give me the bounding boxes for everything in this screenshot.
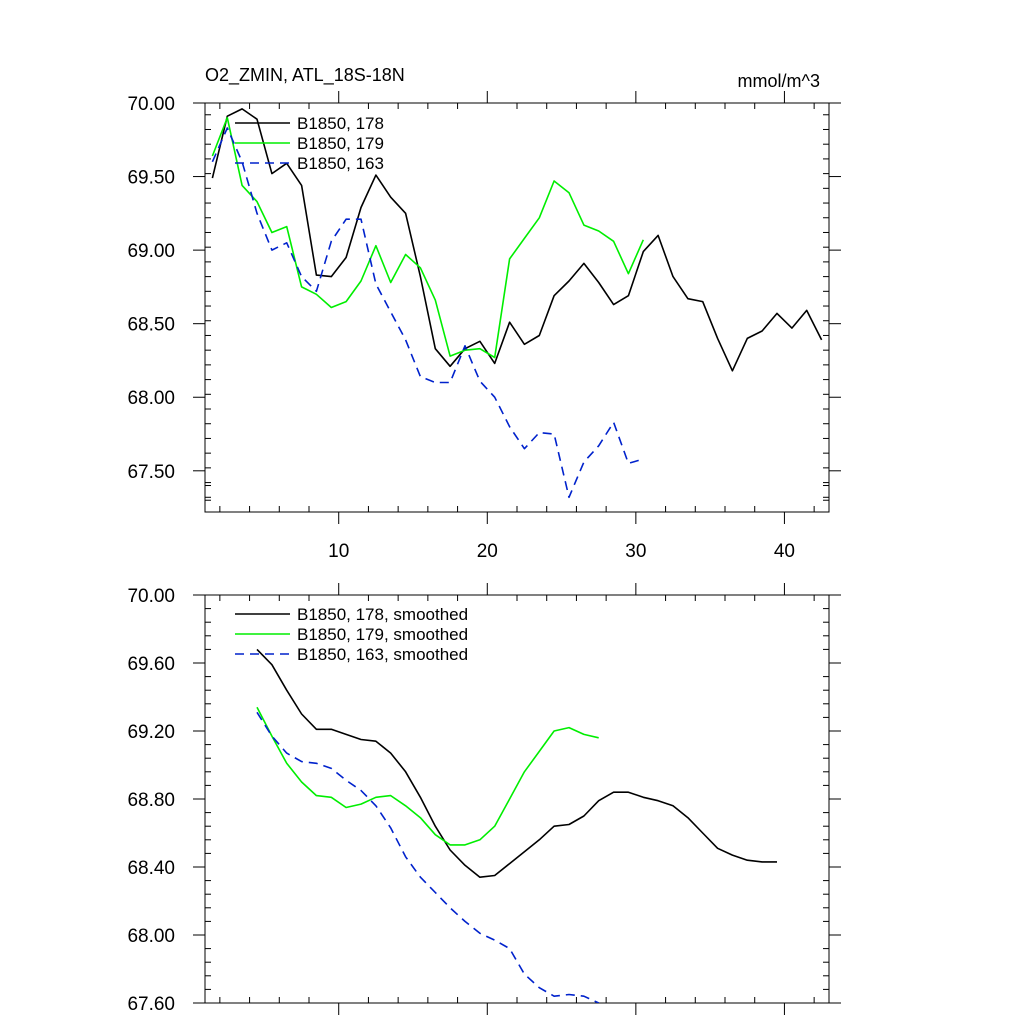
y-tick-label: 69.60: [127, 654, 175, 675]
top-panel: 10 20 30 40 67.50 68.00 68.50 69.00 69.50 70.00 B1…: [127, 91, 841, 562]
legend-label-1: B1850, 178: [297, 114, 384, 133]
bottom-panel: 67.60 68.00 68.40 68.80 69.20 69.60 70.00 B1850…: [127, 583, 841, 1015]
series-line-1: [256, 648, 777, 879]
y-tick-label: 68.00: [127, 926, 175, 947]
y-tick-label: 68.80: [127, 790, 175, 811]
chart-units: mmol/m^3: [738, 71, 820, 91]
y-tick-label: 68.40: [127, 858, 175, 879]
y-tick-label: 67.50: [127, 462, 175, 483]
y-tick-label: 70.00: [127, 586, 175, 607]
series-line-3: [256, 711, 600, 1003]
y-tick-label: 69.00: [127, 241, 175, 262]
series-line-1: [211, 108, 823, 372]
legend-label-1: B1850, 178, smoothed: [297, 605, 468, 624]
series-line-3: [211, 127, 644, 499]
legend-label-3: B1850, 163: [297, 154, 384, 173]
x-tick-label: 40: [774, 541, 795, 562]
legend-label-2: B1850, 179, smoothed: [297, 625, 468, 644]
y-tick-label: 69.20: [127, 722, 175, 743]
y-tick-label: 70.00: [127, 94, 175, 115]
x-tick-label: 20: [477, 541, 498, 562]
y-tick-label: 67.60: [127, 994, 175, 1015]
chart-title: O2_ZMIN, ATL_18S-18N: [205, 65, 405, 86]
y-tick-label: 68.50: [127, 315, 175, 336]
legend-label-2: B1850, 179: [297, 134, 384, 153]
y-tick-label: 68.00: [127, 388, 175, 409]
x-tick-label: 10: [328, 541, 349, 562]
legend-label-3: B1850, 163, smoothed: [297, 645, 468, 664]
series-line-2: [256, 706, 599, 846]
y-tick-label: 69.50: [127, 168, 175, 189]
x-tick-label: 30: [625, 541, 646, 562]
series-line-2: [211, 116, 645, 359]
